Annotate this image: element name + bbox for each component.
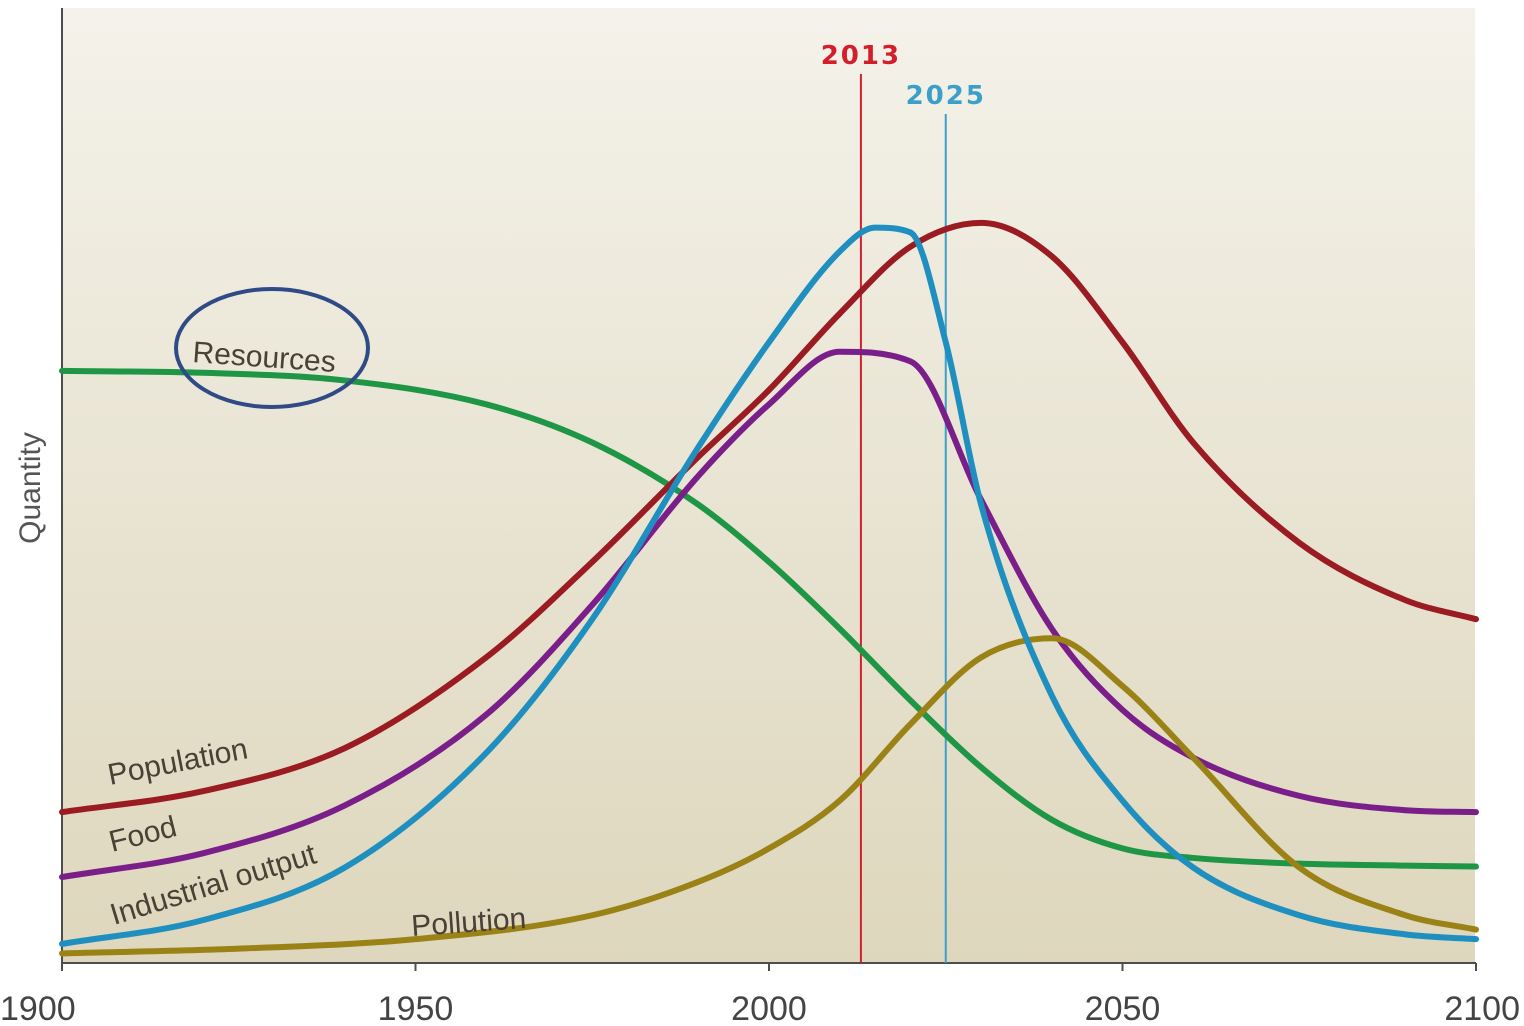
series-line-population bbox=[59, 219, 1479, 816]
series-label-pollution: Pollution bbox=[410, 902, 527, 943]
resources-highlight-circle bbox=[174, 287, 370, 409]
series-lines bbox=[59, 219, 1479, 957]
x-tick-label: 2000 bbox=[731, 990, 807, 1026]
x-tick-label: 1900 bbox=[0, 990, 76, 1026]
y-axis-title: Quantity bbox=[14, 432, 47, 544]
x-ticks: 1900 1950 2000 2050 2100 bbox=[0, 963, 1520, 1026]
series-line-resources bbox=[59, 367, 1479, 870]
series-line-industrial-output bbox=[59, 224, 1479, 947]
x-tick-label: 2050 bbox=[1085, 990, 1161, 1026]
x-tick-label: 1950 bbox=[378, 990, 454, 1026]
series-line-food bbox=[59, 348, 1479, 881]
marker-label-2013: 2013 bbox=[821, 41, 901, 71]
marker-label-2025: 2025 bbox=[906, 81, 986, 111]
series-line-pollution bbox=[59, 635, 1479, 957]
plot-background bbox=[62, 8, 1475, 963]
x-tick-label: 2100 bbox=[1444, 990, 1520, 1026]
